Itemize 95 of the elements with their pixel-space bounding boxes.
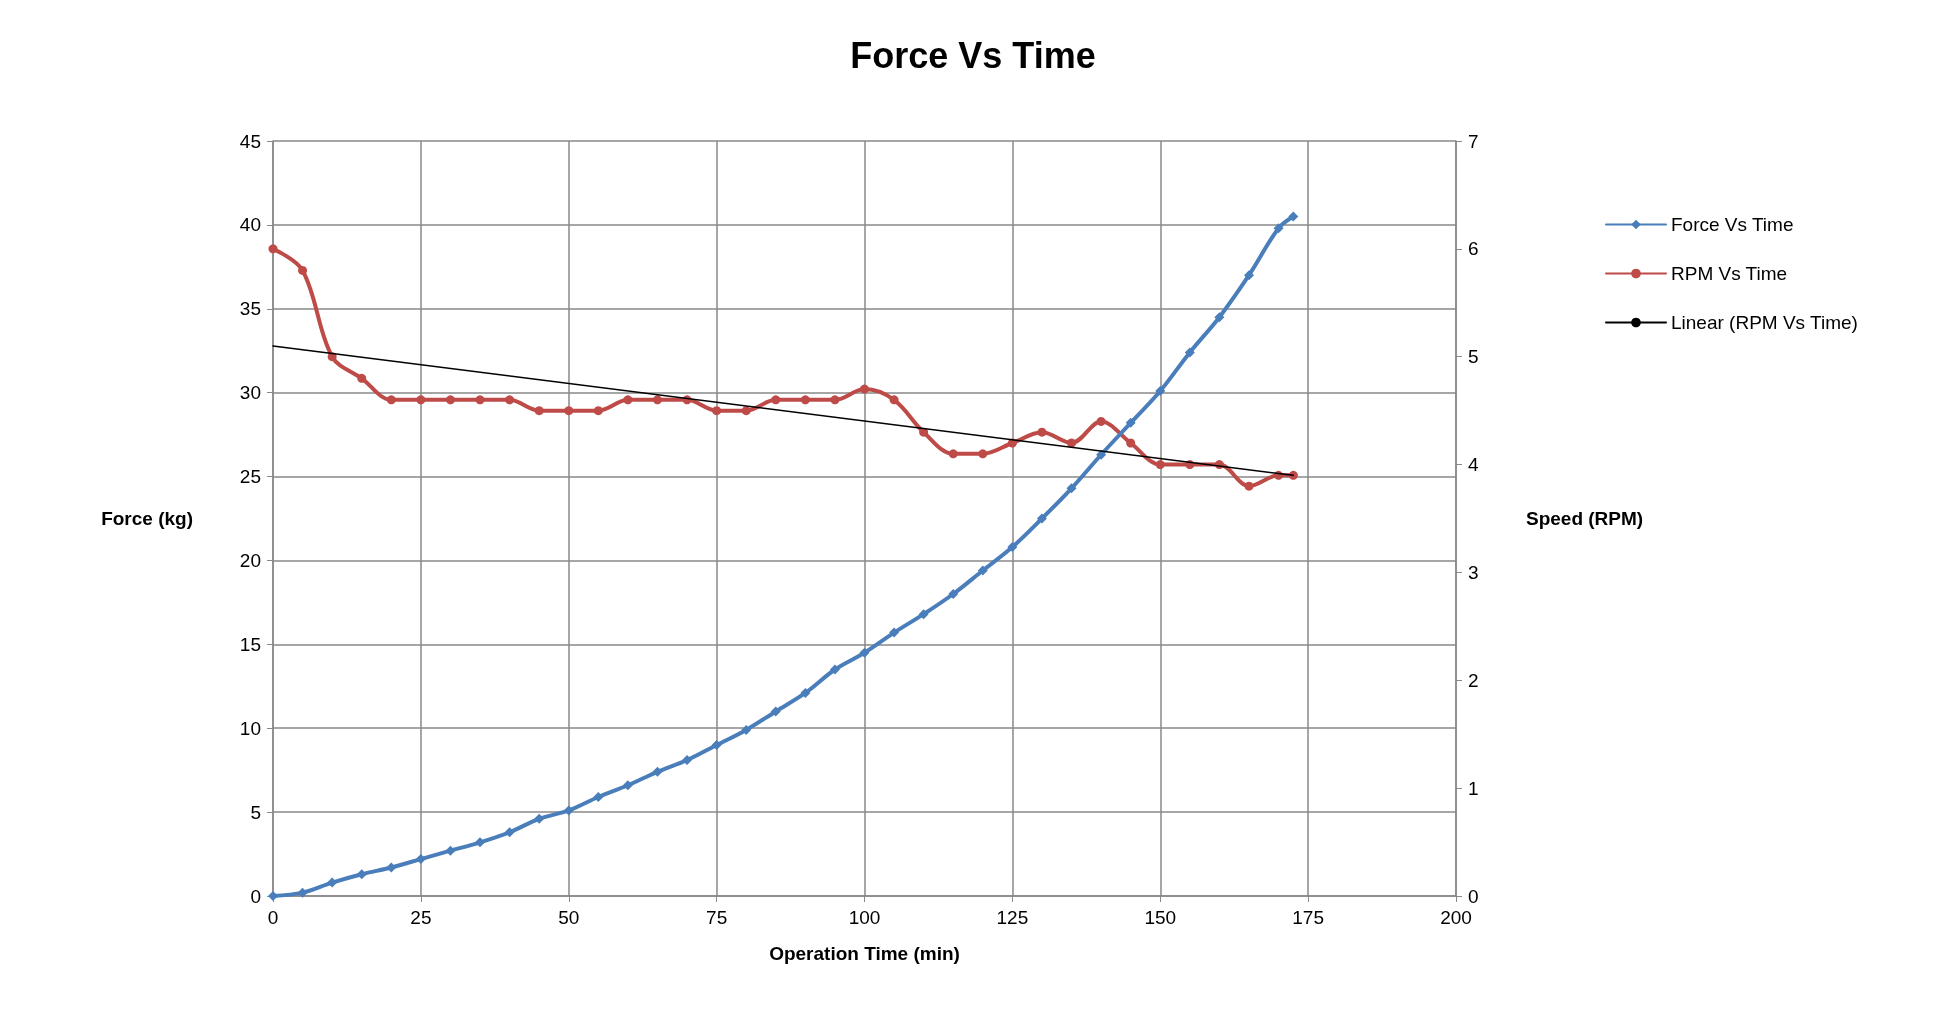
point [948, 589, 959, 599]
point [1243, 270, 1254, 281]
point [504, 827, 515, 838]
x-tick-label: 125 [996, 907, 1029, 928]
point [1214, 312, 1225, 323]
y-tick-label: 15 [239, 633, 261, 655]
point [563, 805, 574, 816]
point [918, 609, 929, 620]
point [268, 244, 278, 254]
point [415, 854, 426, 865]
legend-label: Force Vs Time [1671, 214, 1794, 235]
y-tick-label: 20 [239, 549, 261, 571]
y-tick-label: 25 [239, 466, 261, 488]
point [948, 449, 958, 459]
point [829, 664, 840, 675]
point [1155, 460, 1165, 470]
point [1184, 347, 1195, 358]
y2-tick-label: 7 [1468, 130, 1479, 152]
y2-tick-label: 2 [1468, 669, 1479, 691]
point [741, 724, 752, 735]
x-tick-label: 0 [267, 907, 279, 928]
x-tick-label: 25 [410, 907, 432, 928]
point [357, 373, 367, 383]
point [386, 395, 396, 405]
point [505, 395, 515, 405]
point [800, 687, 811, 698]
point [622, 780, 633, 791]
x-tick-label: 50 [558, 907, 580, 928]
point [711, 740, 722, 750]
point [859, 647, 870, 658]
point [978, 449, 988, 459]
x-tick-label: 200 [1440, 907, 1472, 928]
point [652, 395, 662, 405]
x-tick-label: 100 [848, 907, 881, 928]
point [1036, 513, 1047, 524]
legend-label: RPM Vs Time [1671, 263, 1788, 284]
chart-title: Force Vs Time [850, 34, 1096, 76]
point [416, 395, 426, 405]
y2-tick-label: 1 [1468, 777, 1479, 799]
y-tick-label: 10 [239, 717, 261, 739]
y-tick-label: 40 [239, 214, 261, 236]
point [445, 845, 456, 856]
y-tick-label: 30 [239, 382, 261, 404]
legend-label: Linear (RPM Vs Time) [1671, 312, 1858, 333]
point [889, 395, 899, 405]
point [770, 706, 781, 717]
point [1007, 542, 1018, 553]
point [860, 384, 869, 394]
point [593, 406, 603, 416]
y2-tick-label: 0 [1468, 885, 1479, 907]
point [1096, 416, 1106, 426]
y-axis-title: Force (kg) [101, 508, 193, 529]
point [977, 565, 988, 576]
point [593, 792, 604, 803]
point [830, 395, 840, 405]
point [534, 406, 544, 416]
point [741, 406, 751, 416]
point [298, 265, 308, 275]
y2-tick-label: 3 [1468, 561, 1479, 583]
y2-tick-label: 5 [1468, 346, 1479, 368]
point [1288, 211, 1299, 222]
point [623, 395, 633, 405]
x-tick-label: 150 [1144, 907, 1177, 928]
y2-axis-title: Speed (RPM) [1526, 508, 1644, 529]
point [1037, 427, 1047, 437]
point [327, 877, 338, 888]
y2-tick-label: 4 [1468, 454, 1479, 476]
point [475, 395, 485, 405]
point [534, 813, 545, 824]
point [386, 862, 397, 873]
point [682, 755, 693, 766]
point [1273, 223, 1284, 234]
x-axis-title: Operation Time (min) [769, 943, 960, 964]
point [919, 427, 929, 437]
point [356, 869, 367, 880]
point [771, 395, 781, 405]
point [564, 406, 574, 416]
point [297, 887, 308, 898]
point [652, 766, 663, 777]
point [1155, 385, 1166, 396]
y-tick-label: 45 [239, 130, 261, 152]
point [800, 395, 810, 405]
y2-tick-label: 6 [1468, 238, 1479, 260]
point [712, 406, 722, 416]
point [889, 627, 900, 638]
point [1244, 481, 1254, 491]
y-tick-label: 35 [239, 298, 261, 320]
point [445, 395, 455, 405]
x-tick-label: 175 [1292, 907, 1324, 928]
x-tick-label: 75 [706, 907, 728, 928]
point [1066, 483, 1077, 494]
y-tick-label: 0 [250, 885, 261, 907]
y-tick-label: 5 [250, 801, 261, 823]
point [1125, 417, 1136, 428]
point [1126, 438, 1136, 448]
